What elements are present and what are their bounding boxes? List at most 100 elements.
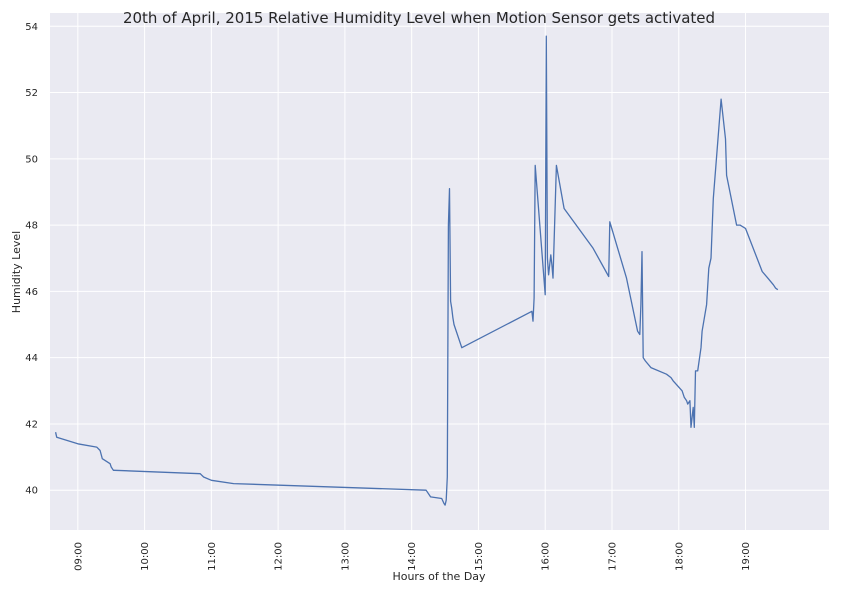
x-tick-label: 19:00 [741, 542, 752, 571]
data-point [55, 432, 56, 433]
data-point [700, 347, 701, 348]
data-point [430, 496, 431, 497]
x-tick-label: 13:00 [340, 542, 351, 571]
y-tick-label: 46 [25, 287, 38, 298]
data-point [690, 427, 691, 428]
data-point [96, 447, 97, 448]
y-axis-label: Humidity Level [10, 231, 23, 313]
data-point [645, 360, 646, 361]
data-point [531, 311, 532, 312]
y-tick-label: 52 [25, 88, 38, 99]
data-point [650, 367, 651, 368]
data-point [684, 397, 685, 398]
data-point [673, 380, 674, 381]
plot-background [50, 13, 829, 530]
x-tick-label: 17:00 [607, 542, 618, 571]
y-tick-label: 40 [25, 486, 38, 497]
data-point [695, 370, 696, 371]
data-point [443, 503, 444, 504]
data-point [694, 427, 695, 428]
data-point [708, 268, 709, 269]
data-point [451, 307, 452, 308]
data-point [100, 450, 101, 451]
y-gridlines [50, 25, 829, 491]
data-point [767, 278, 768, 279]
data-point [56, 437, 57, 438]
x-tick-labels: 09:00 10:00 11:00 12:00 13:00 14:00 15:00 16:00… [73, 542, 752, 571]
data-point [548, 274, 549, 275]
x-gridlines [77, 13, 747, 530]
data-point [721, 99, 722, 100]
data-point [687, 404, 688, 405]
y-tick-label: 42 [25, 419, 38, 430]
y-tick-label: 44 [25, 353, 38, 364]
data-point [461, 347, 462, 348]
data-point [551, 264, 552, 265]
y-tick-labels: 40 42 44 46 48 50 52 54 [25, 22, 38, 497]
data-point [203, 476, 204, 477]
data-point [689, 400, 690, 401]
x-tick-label: 11:00 [207, 542, 218, 571]
data-point [739, 225, 740, 226]
data-point [77, 443, 78, 444]
data-point [725, 138, 726, 139]
data-point [697, 370, 698, 371]
x-tick-label: 09:00 [73, 542, 84, 571]
x-axis-label: Hours of the Day [392, 570, 486, 583]
data-point [682, 390, 683, 391]
data-point [593, 248, 594, 249]
data-point [640, 304, 641, 305]
x-tick-label: 15:00 [474, 542, 485, 571]
data-point [448, 225, 449, 226]
data-point [637, 331, 638, 332]
data-point [639, 334, 640, 335]
data-point [426, 490, 427, 491]
data-point [450, 301, 451, 302]
data-point [552, 278, 553, 279]
data-point [114, 470, 115, 471]
data-point [449, 188, 450, 189]
data-point [532, 321, 533, 322]
data-point [445, 505, 446, 506]
data-point [713, 198, 714, 199]
data-point [608, 276, 609, 277]
data-point [111, 466, 112, 467]
data-point [643, 357, 644, 358]
data-point [666, 374, 667, 375]
data-point [686, 400, 687, 401]
data-point [211, 480, 212, 481]
data-point [556, 165, 557, 166]
data-point [693, 407, 694, 408]
data-point [441, 498, 442, 499]
series-group [54, 35, 779, 506]
data-point [710, 258, 711, 259]
data-point [113, 470, 114, 471]
chart-title: 20th of April, 2015 Relative Humidity Le… [123, 9, 715, 27]
data-point [670, 377, 671, 378]
x-tick-label: 12:00 [274, 542, 285, 571]
data-point [726, 175, 727, 176]
data-point [534, 297, 535, 298]
data-point [446, 500, 447, 501]
data-point [547, 258, 548, 259]
data-point [641, 251, 642, 252]
y-tick-label: 54 [25, 22, 38, 33]
data-point [200, 473, 201, 474]
data-point [550, 254, 551, 255]
data-point [233, 483, 234, 484]
x-tick-label: 16:00 [541, 542, 552, 571]
x-tick-label: 14:00 [407, 542, 418, 571]
data-point [626, 278, 627, 279]
data-point [545, 294, 546, 295]
data-point [702, 331, 703, 332]
y-tick-label: 48 [25, 221, 38, 232]
data-point [773, 284, 774, 285]
data-point [706, 304, 707, 305]
x-tick-label: 18:00 [674, 542, 685, 571]
data-point [535, 165, 536, 166]
data-point [453, 324, 454, 325]
data-point [762, 271, 763, 272]
data-point [102, 458, 103, 459]
